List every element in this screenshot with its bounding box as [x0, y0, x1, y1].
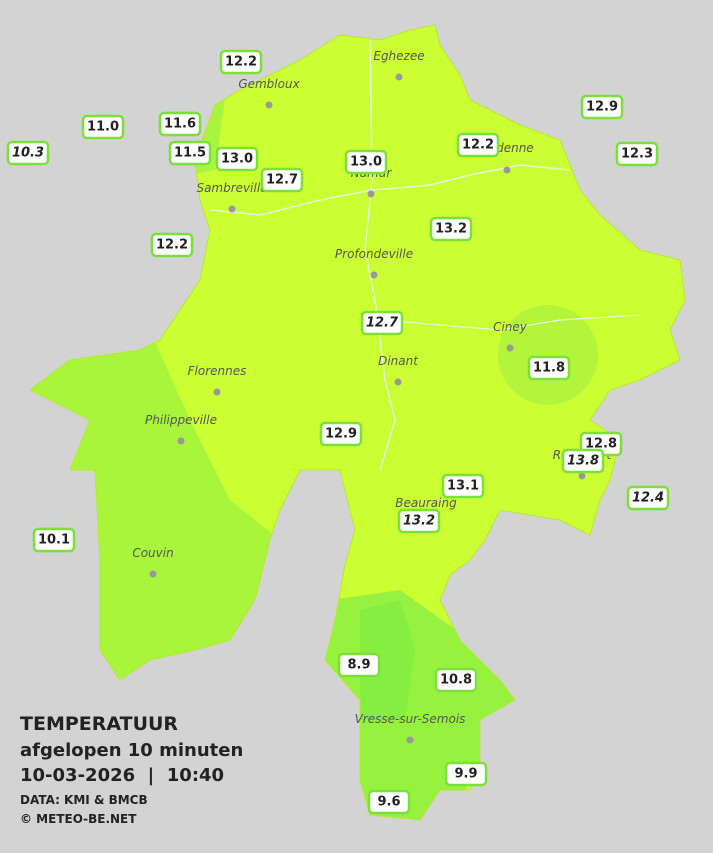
place-dot	[177, 437, 185, 445]
station-box	[158, 111, 202, 137]
station-value: 11.0	[87, 120, 119, 135]
station-box	[150, 232, 194, 258]
station-value: 12.3	[621, 147, 653, 162]
stations: 12.2 11.0 11.6 10.3 11.5 13.0 12.7 13.0 12.2 12.9…	[6, 49, 670, 815]
place-name: Vresse-sur-Semois	[355, 712, 466, 726]
station-value: 12.4	[632, 491, 664, 506]
place-name: Gembloux	[238, 77, 300, 91]
station-box	[168, 140, 212, 166]
station-value: 12.7	[366, 316, 399, 331]
station-box	[444, 761, 488, 787]
datetime: 10-03-2026 | 10:40	[20, 765, 224, 786]
title: TEMPERATUUR	[20, 713, 178, 735]
station-box	[397, 508, 441, 534]
station-box	[615, 141, 659, 167]
place-dot	[503, 166, 511, 174]
station-value: 12.8	[585, 437, 617, 452]
place-dot	[265, 101, 273, 109]
station-value: 9.6	[377, 795, 400, 810]
station-box	[527, 355, 571, 381]
station-value: 9.9	[454, 767, 477, 782]
station-box	[367, 789, 411, 815]
station-box	[81, 114, 125, 140]
station-value: 13.0	[350, 155, 382, 170]
station-box	[626, 485, 670, 511]
place-dot	[228, 205, 236, 213]
place-name: Profondeville	[335, 247, 413, 261]
station-value: 12.9	[586, 100, 618, 115]
station-box	[337, 652, 381, 678]
station-box	[441, 473, 485, 499]
station-box	[344, 149, 388, 175]
place-dot	[149, 570, 157, 578]
station-box	[580, 94, 624, 120]
station-box	[219, 49, 263, 75]
station-value: 13.2	[435, 222, 467, 237]
station-box	[561, 448, 605, 474]
place-name: Florennes	[188, 364, 247, 378]
place-name: Eghezee	[373, 49, 424, 63]
station-value: 10.3	[12, 146, 44, 161]
station-value: 13.0	[221, 152, 253, 167]
place-dot	[213, 388, 221, 396]
place-dot	[395, 73, 403, 81]
station-box	[434, 667, 478, 693]
place-dot	[506, 344, 514, 352]
station-value: 11.8	[533, 361, 565, 376]
station-value: 12.2	[462, 138, 494, 153]
place-name: Dinant	[378, 354, 419, 368]
station-value: 13.8	[567, 454, 599, 469]
place-name: Ciney	[493, 320, 528, 334]
station-value: 11.6	[164, 117, 196, 132]
source: DATA: KMI & BMCB	[20, 793, 148, 807]
station-box	[319, 421, 363, 447]
credit: © METEO-BE.NET	[20, 812, 137, 826]
place-name: Sambreville	[196, 181, 267, 195]
place-dot	[406, 736, 414, 744]
place-name: Beauraing	[395, 496, 457, 510]
station-box	[260, 167, 304, 193]
station-value: 12.2	[225, 55, 257, 70]
station-box	[429, 216, 473, 242]
place-dot	[394, 378, 402, 386]
station-box	[6, 140, 50, 166]
station-value: 11.5	[174, 146, 206, 161]
station-value: 8.9	[347, 658, 370, 673]
station-box	[32, 527, 76, 553]
station-value: 12.7	[266, 173, 298, 188]
station-box	[456, 132, 500, 158]
station-box	[215, 146, 259, 172]
station-value: 13.1	[447, 479, 479, 494]
place-dot	[578, 472, 586, 480]
station-value: 13.2	[403, 514, 435, 529]
place-name: Philippeville	[145, 413, 217, 427]
place-name: Couvin	[132, 546, 173, 560]
station-value: 12.9	[325, 427, 357, 442]
station-box	[360, 310, 404, 336]
station-value: 10.8	[440, 673, 472, 688]
station-value: 10.1	[38, 533, 70, 548]
place-dot	[367, 190, 375, 198]
subtitle: afgelopen 10 minuten	[20, 740, 243, 761]
station-value: 12.2	[156, 238, 188, 253]
place-dot	[370, 271, 378, 279]
